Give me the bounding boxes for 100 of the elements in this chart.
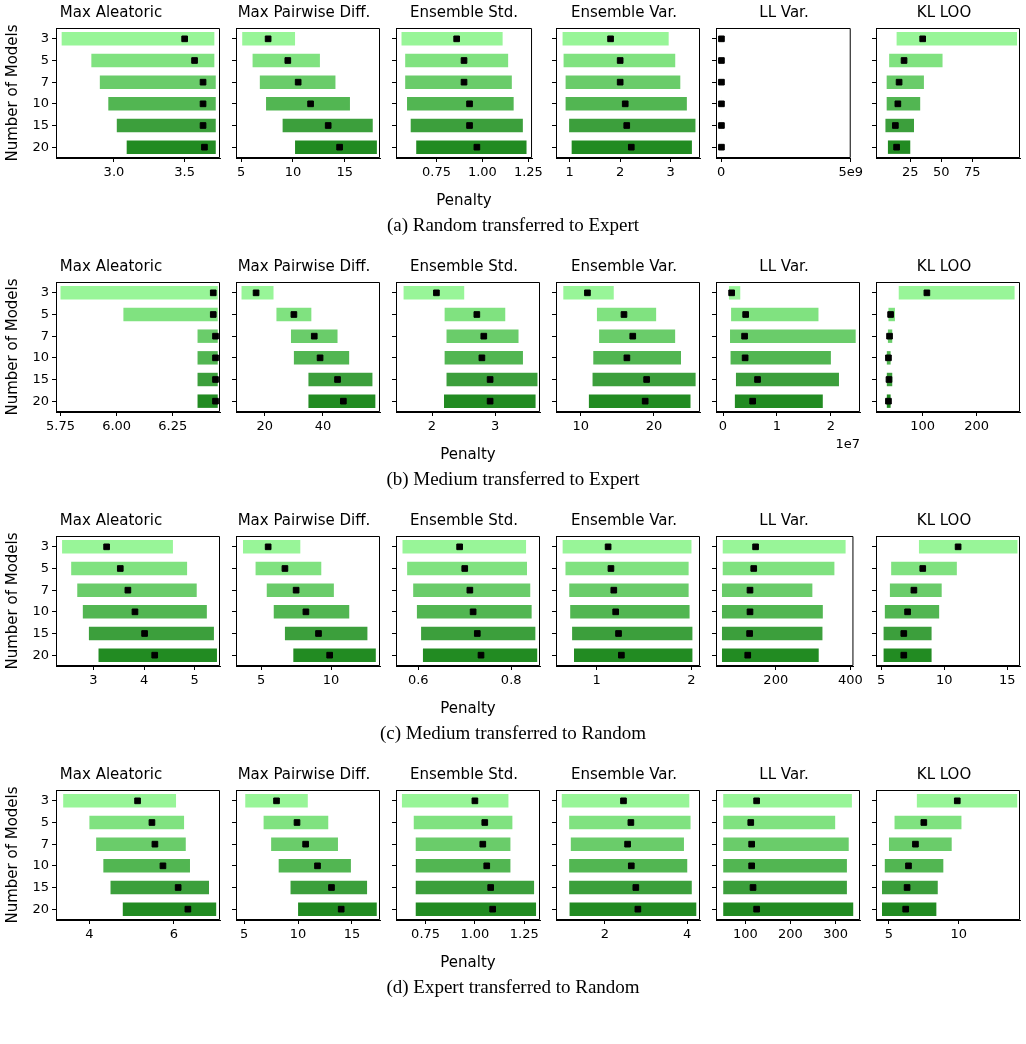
y-tick-label: 20 (32, 646, 49, 662)
x-tick-label: 15 (999, 672, 1016, 688)
chart-title: Ensemble Std. (409, 510, 519, 529)
x-tick-label: 2 (826, 418, 836, 434)
y-tick-label: 3 (40, 538, 49, 554)
chart-title: Ensemble Var. (570, 510, 678, 529)
text: (a) Random transferred to Expert (385, 213, 641, 237)
chart-title: Max Pairwise Diff. (237, 510, 371, 529)
y-tick-label: 3 (40, 284, 49, 300)
y-tick-label: 10 (32, 349, 49, 365)
x-axis-title: Penalty (440, 952, 496, 971)
x-tick-label: 200 (763, 672, 789, 688)
chart-title: Ensemble Var. (570, 2, 678, 21)
chart-title: Ensemble Var. (570, 256, 678, 275)
x-tick-label: 4 (139, 672, 149, 688)
x-tick-label: 25 (901, 164, 919, 180)
chart-title: Max Aleatoric (59, 2, 163, 21)
text: (b) Medium transferred to Expert (385, 467, 641, 491)
y-tick-label: 3 (40, 30, 49, 46)
x-tick-label: 5e9 (838, 164, 863, 180)
x-tick-label: 6.00 (102, 418, 132, 434)
x-tick-label: 5 (876, 672, 886, 688)
x-tick-label: 400 (838, 672, 863, 688)
x-tick-label: 300 (823, 926, 849, 942)
y-tick-label: 7 (40, 581, 49, 597)
y-tick-label: 15 (32, 116, 49, 132)
y-axis-title: Number of Models (2, 278, 21, 416)
chart-title: LL Var. (759, 2, 809, 21)
x-tick-label: 2 (427, 418, 437, 434)
x-tick-label: 1 (592, 672, 601, 688)
x-tick-label: 0.75 (411, 926, 441, 942)
chart-title: KL LOO (916, 256, 972, 275)
chart-title: Max Aleatoric (59, 764, 163, 783)
y-tick-label: 20 (32, 900, 49, 916)
x-tick-label: 2 (616, 164, 625, 180)
y-tick-label: 10 (32, 603, 49, 619)
y-tick-label: 10 (32, 857, 49, 873)
x-tick-label: 50 (933, 164, 950, 180)
chart-title: LL Var. (759, 256, 809, 275)
x-tick-label: 10 (322, 672, 340, 688)
x-tick-label: 6.25 (158, 418, 188, 434)
y-tick-label: 5 (40, 305, 49, 321)
x-tick-label: 3.5 (174, 164, 195, 180)
x-tick-label: 5 (257, 672, 266, 688)
x-tick-label: 10 (284, 164, 302, 180)
x-tick-label: 100 (732, 926, 758, 942)
chart-title: Ensemble Std. (409, 2, 519, 21)
x-tick-label: 0.8 (500, 672, 522, 688)
y-tick-label: 5 (40, 813, 49, 829)
chart-title: Ensemble Var. (570, 764, 678, 783)
text: (c) Medium transferred to Random (379, 721, 647, 745)
x-tick-label: 4 (85, 926, 94, 942)
chart-title: KL LOO (916, 510, 972, 529)
x-axis-title: Penalty (436, 190, 492, 209)
x-tick-label: 5 (237, 164, 246, 180)
x-tick-label: 3 (491, 418, 500, 434)
x-tick-label: 1.00 (460, 926, 490, 942)
x-tick-label: 3 (89, 672, 98, 688)
y-axis-title: Number of Models (2, 786, 21, 924)
x-tick-label: 1 (565, 164, 574, 180)
x-tick-label: 5 (884, 926, 894, 942)
x-tick-label: 15 (336, 164, 354, 180)
x-tick-label: 1.25 (513, 164, 543, 180)
x-tick-label: 200 (778, 926, 803, 942)
x-axis-title: Penalty (440, 444, 496, 463)
chart-title: KL LOO (916, 764, 972, 783)
y-axis-title: Number of Models (2, 532, 21, 670)
y-tick-label: 7 (40, 835, 49, 851)
x-tick-label: 1.00 (467, 164, 497, 180)
x-axis-title: Penalty (440, 698, 496, 717)
y-tick-label: 20 (32, 138, 49, 154)
x-tick-label: 20 (645, 418, 663, 434)
x-tick-label: 4 (683, 926, 692, 942)
x-tick-label: 0.75 (421, 164, 451, 180)
text: 1e7 (835, 435, 860, 451)
chart-title: Ensemble Std. (409, 256, 519, 275)
y-tick-label: 3 (40, 792, 49, 808)
x-tick-label: 75 (964, 164, 981, 180)
x-tick-label: 3 (666, 164, 675, 180)
y-tick-label: 5 (40, 51, 49, 67)
x-tick-label: 6 (169, 926, 179, 942)
y-tick-label: 7 (40, 327, 49, 343)
x-tick-label: 10 (289, 926, 307, 942)
y-tick-label: 7 (40, 73, 49, 89)
x-tick-label: 5 (190, 672, 199, 688)
chart-title: Max Pairwise Diff. (237, 2, 371, 21)
x-tick-label: 40 (314, 418, 332, 434)
x-tick-label: 0 (718, 418, 728, 434)
x-tick-label: 0 (717, 164, 726, 180)
text: (d) Expert transferred to Random (385, 975, 641, 999)
chart-title: LL Var. (759, 510, 809, 529)
chart-title: LL Var. (759, 764, 809, 783)
y-tick-label: 15 (32, 624, 49, 640)
x-tick-label: 3.0 (103, 164, 125, 180)
x-tick-label: 20 (256, 418, 274, 434)
chart-title: Max Pairwise Diff. (237, 764, 371, 783)
y-tick-label: 15 (32, 878, 49, 894)
chart-title: KL LOO (916, 2, 972, 21)
chart-title: Max Aleatoric (59, 510, 163, 529)
chart-title: Ensemble Std. (409, 764, 519, 783)
